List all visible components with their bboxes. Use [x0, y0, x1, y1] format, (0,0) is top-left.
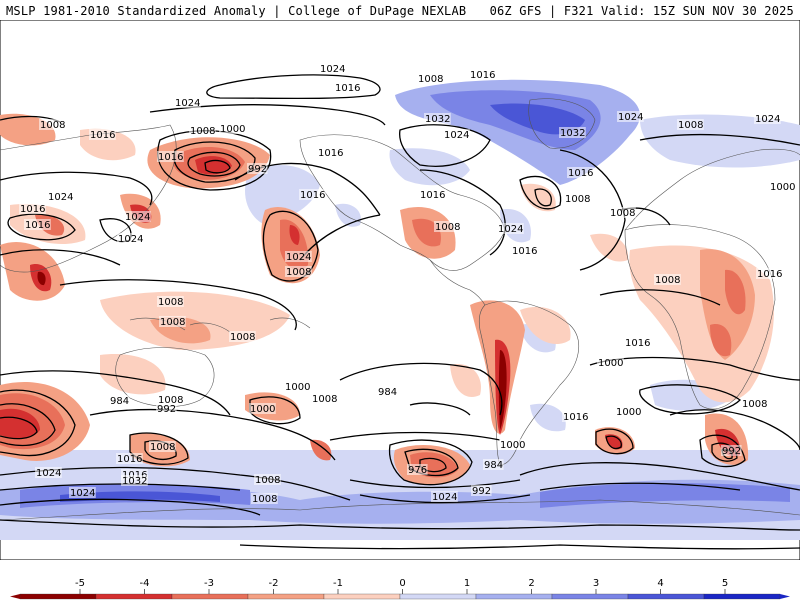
- colorbar-ticks: -5 -4 -3 -2 -1 0 1 2 3 4 5: [75, 578, 728, 594]
- isobar-label: 1008: [742, 399, 767, 410]
- isobar-label: 1008: [158, 395, 183, 406]
- isobar-label: 1008: [252, 494, 277, 505]
- isobar-label: 1000: [220, 124, 245, 135]
- colorbar-swatch: [247, 593, 325, 600]
- isobar-label: 992: [722, 446, 741, 457]
- isobar-label: 1016: [300, 190, 325, 201]
- positive-anomaly-shading: [0, 79, 800, 540]
- colorbar-tick-label: 3: [593, 578, 599, 589]
- colorbar-swatch: [551, 593, 629, 600]
- isobar-label: 1024: [175, 98, 200, 109]
- anomaly-colorbar: -5 -4 -3 -2 -1 0 1 2 3 4 5: [10, 578, 790, 600]
- isobar-label: 1016: [158, 152, 183, 163]
- isobar-label: 1016: [318, 148, 343, 159]
- isobar-label: 1024: [286, 252, 311, 263]
- isobar-label: 1024: [48, 192, 73, 203]
- isobar-label: 1008: [255, 475, 280, 486]
- isobar-label: 1000: [500, 440, 525, 451]
- isobar-label: 1000: [770, 182, 795, 193]
- colorbar-tick-label: 2: [528, 578, 534, 589]
- colorbar-swatch: [703, 593, 781, 600]
- isobar-label: 1008: [158, 297, 183, 308]
- isobar-label: 1008: [655, 275, 680, 286]
- isobar-label: 1024: [70, 488, 95, 499]
- isobar-label: 1000: [616, 407, 641, 418]
- isobar-label: 1024: [432, 492, 457, 503]
- isobar-label: 1016: [420, 190, 445, 201]
- colorbar-max-arrow: [780, 594, 790, 599]
- isobar-label: 1024: [125, 212, 150, 223]
- colorbar-swatch: [323, 593, 401, 600]
- isobar-label: 1024: [36, 468, 61, 479]
- isobar-label: 1000: [285, 382, 310, 393]
- isobar-label: 1016: [470, 70, 495, 81]
- isobar-label: 1024: [618, 112, 643, 123]
- colorbar-tick-label: -2: [269, 578, 279, 589]
- colorbar-swatch: [19, 593, 97, 600]
- colorbar-tick-label: -4: [140, 578, 150, 589]
- colorbar-swatches: [10, 593, 790, 600]
- isobar-label: 1016: [568, 168, 593, 179]
- colorbar-swatch: [399, 593, 477, 600]
- colorbar-min-arrow: [10, 594, 20, 599]
- colorbar-swatch: [171, 593, 249, 600]
- colorbar-swatch: [475, 593, 553, 600]
- map-title: MSLP 1981-2010 Standardized Anomaly | Co…: [6, 4, 467, 18]
- isobar-label: 1008: [160, 317, 185, 328]
- isobar-label: 1008: [418, 74, 443, 85]
- isobar-label: 992: [157, 404, 176, 415]
- isobar-label: 1008: [40, 120, 65, 131]
- isobar-label: 1016: [563, 412, 588, 423]
- isobar-label: 992: [248, 164, 267, 175]
- colorbar-tick-label: -3: [204, 578, 214, 589]
- isobar-label: 1024: [320, 64, 345, 75]
- isobar-label: 984: [484, 460, 503, 471]
- isobar-label: 1008: [435, 222, 460, 233]
- isobar-label: 1016: [20, 204, 45, 215]
- isobar-label: 1008: [565, 194, 590, 205]
- isobar-label: 976: [408, 465, 427, 476]
- isobar-label: 1024: [755, 114, 780, 125]
- isobar-label: 1016: [335, 83, 360, 94]
- colorbar-swatch: [627, 593, 705, 600]
- isobar-label: 1008: [610, 208, 635, 219]
- isobar-label: 1008: [286, 267, 311, 278]
- isobar-label: 1008: [150, 442, 175, 453]
- isobar-label: 1008: [190, 126, 215, 137]
- colorbar-tick-label: -1: [333, 578, 343, 589]
- isobar-label: 1032: [425, 114, 450, 125]
- isobar-label: 1016: [117, 454, 142, 465]
- colorbar-tick-label: -5: [75, 578, 85, 589]
- colorbar-swatch: [95, 593, 173, 600]
- model-run-info: 06Z GFS | F321 Valid: 15Z SUN NOV 30 202…: [489, 4, 794, 18]
- isobar-label: 992: [472, 486, 491, 497]
- isobar-label: 1016: [25, 220, 50, 231]
- isobar-label: 1032: [560, 128, 585, 139]
- isobar-label: 984: [378, 387, 397, 398]
- isobar-label: 1024: [118, 234, 143, 245]
- isobar-label: 1016: [512, 246, 537, 257]
- isobar-label: 1000: [250, 404, 275, 415]
- isobar-label: 1024: [498, 224, 523, 235]
- isobar-label: 1024: [444, 130, 469, 141]
- isobar-label: 1016: [625, 338, 650, 349]
- isobar-label: 1008: [230, 332, 255, 343]
- colorbar-tick-label: 5: [722, 578, 728, 589]
- isobar-label: 1032: [122, 476, 147, 487]
- isobar-label: 1016: [90, 130, 115, 141]
- colorbar-tick-label: 0: [399, 578, 405, 589]
- isobar-label: 1016: [757, 269, 782, 280]
- isobar-label: 1008: [678, 120, 703, 131]
- colorbar-tick-label: 1: [464, 578, 470, 589]
- isobar-label: 1008: [312, 394, 337, 405]
- isobar-label: 1000: [598, 358, 623, 369]
- isobar-label: 984: [110, 396, 129, 407]
- colorbar-tick-label: 4: [657, 578, 663, 589]
